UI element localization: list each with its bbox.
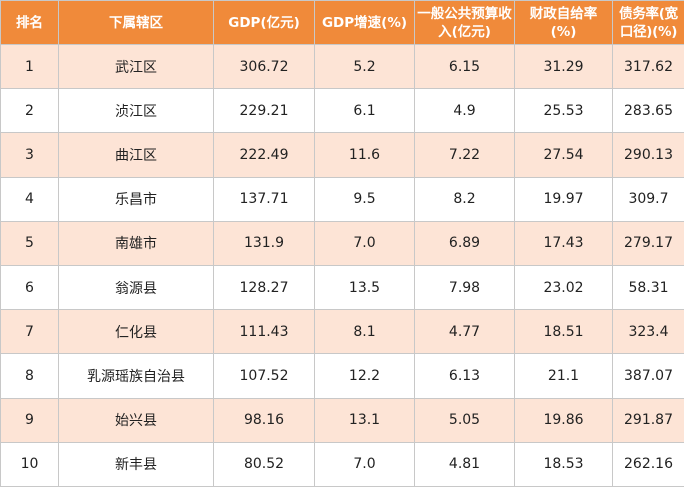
district-cell: 翁源县 (59, 265, 214, 309)
budget-revenue-cell: 4.77 (415, 310, 515, 354)
rank-cell: 8 (1, 354, 59, 398)
district-cell: 始兴县 (59, 398, 214, 442)
rank-cell: 6 (1, 265, 59, 309)
rank-cell: 9 (1, 398, 59, 442)
gdp-cell: 131.9 (214, 221, 315, 265)
debt-ratio-cell: 323.4 (613, 310, 684, 354)
gdp-cell: 229.21 (214, 89, 315, 133)
budget-revenue-cell: 5.05 (415, 398, 515, 442)
gdp-growth-cell: 7.0 (315, 221, 415, 265)
budget-revenue-cell: 7.22 (415, 133, 515, 177)
header-row: 排名 下属辖区 GDP(亿元) GDP增速(%) 一般公共预算收入(亿元) 财政… (1, 1, 684, 45)
debt-ratio-cell: 279.17 (613, 221, 684, 265)
gdp-cell: 222.49 (214, 133, 315, 177)
budget-revenue-cell: 8.2 (415, 177, 515, 221)
gdp-cell: 107.52 (214, 354, 315, 398)
district-cell: 乳源瑶族自治县 (59, 354, 214, 398)
budget-revenue-cell: 7.98 (415, 265, 515, 309)
district-cell: 仁化县 (59, 310, 214, 354)
header-debt-ratio: 债务率(宽口径)(%) (613, 1, 684, 45)
gdp-growth-cell: 6.1 (315, 89, 415, 133)
fiscal-self-sufficiency-cell: 18.51 (515, 310, 613, 354)
rank-cell: 5 (1, 221, 59, 265)
gdp-cell: 98.16 (214, 398, 315, 442)
header-budget-revenue: 一般公共预算收入(亿元) (415, 1, 515, 45)
header-fiscal-self-sufficiency: 财政自给率(%) (515, 1, 613, 45)
district-cell: 浈江区 (59, 89, 214, 133)
rank-cell: 7 (1, 310, 59, 354)
budget-revenue-cell: 4.9 (415, 89, 515, 133)
district-cell: 乐昌市 (59, 177, 214, 221)
gdp-growth-cell: 13.5 (315, 265, 415, 309)
fiscal-self-sufficiency-cell: 21.1 (515, 354, 613, 398)
district-cell: 新丰县 (59, 442, 214, 486)
gdp-cell: 80.52 (214, 442, 315, 486)
gdp-cell: 306.72 (214, 45, 315, 89)
fiscal-self-sufficiency-cell: 31.29 (515, 45, 613, 89)
gdp-growth-cell: 7.0 (315, 442, 415, 486)
rank-cell: 4 (1, 177, 59, 221)
gdp-cell: 128.27 (214, 265, 315, 309)
rank-cell: 2 (1, 89, 59, 133)
header-rank: 排名 (1, 1, 59, 45)
fiscal-self-sufficiency-cell: 19.97 (515, 177, 613, 221)
gdp-cell: 137.71 (214, 177, 315, 221)
gdp-growth-cell: 8.1 (315, 310, 415, 354)
header-gdp: GDP(亿元) (214, 1, 315, 45)
budget-revenue-cell: 4.81 (415, 442, 515, 486)
budget-revenue-cell: 6.13 (415, 354, 515, 398)
district-cell: 南雄市 (59, 221, 214, 265)
debt-ratio-cell: 309.7 (613, 177, 684, 221)
fiscal-self-sufficiency-cell: 23.02 (515, 265, 613, 309)
debt-ratio-cell: 290.13 (613, 133, 684, 177)
district-cell: 曲江区 (59, 133, 214, 177)
rank-cell: 1 (1, 45, 59, 89)
fiscal-self-sufficiency-cell: 17.43 (515, 221, 613, 265)
debt-ratio-cell: 262.16 (613, 442, 684, 486)
gdp-cell: 111.43 (214, 310, 315, 354)
header-gdp-growth: GDP增速(%) (315, 1, 415, 45)
debt-ratio-cell: 58.31 (613, 265, 684, 309)
header-district: 下属辖区 (59, 1, 214, 45)
rank-cell: 10 (1, 442, 59, 486)
fiscal-self-sufficiency-cell: 19.86 (515, 398, 613, 442)
budget-revenue-cell: 6.15 (415, 45, 515, 89)
debt-ratio-cell: 387.07 (613, 354, 684, 398)
gdp-growth-cell: 5.2 (315, 45, 415, 89)
gdp-growth-cell: 9.5 (315, 177, 415, 221)
gdp-growth-cell: 12.2 (315, 354, 415, 398)
fiscal-self-sufficiency-cell: 27.54 (515, 133, 613, 177)
debt-ratio-cell: 283.65 (613, 89, 684, 133)
rank-cell: 3 (1, 133, 59, 177)
budget-revenue-cell: 6.89 (415, 221, 515, 265)
fiscal-self-sufficiency-cell: 25.53 (515, 89, 613, 133)
debt-ratio-cell: 291.87 (613, 398, 684, 442)
district-cell: 武江区 (59, 45, 214, 89)
gdp-growth-cell: 11.6 (315, 133, 415, 177)
fiscal-self-sufficiency-cell: 18.53 (515, 442, 613, 486)
debt-ratio-cell: 317.62 (613, 45, 684, 89)
gdp-growth-cell: 13.1 (315, 398, 415, 442)
